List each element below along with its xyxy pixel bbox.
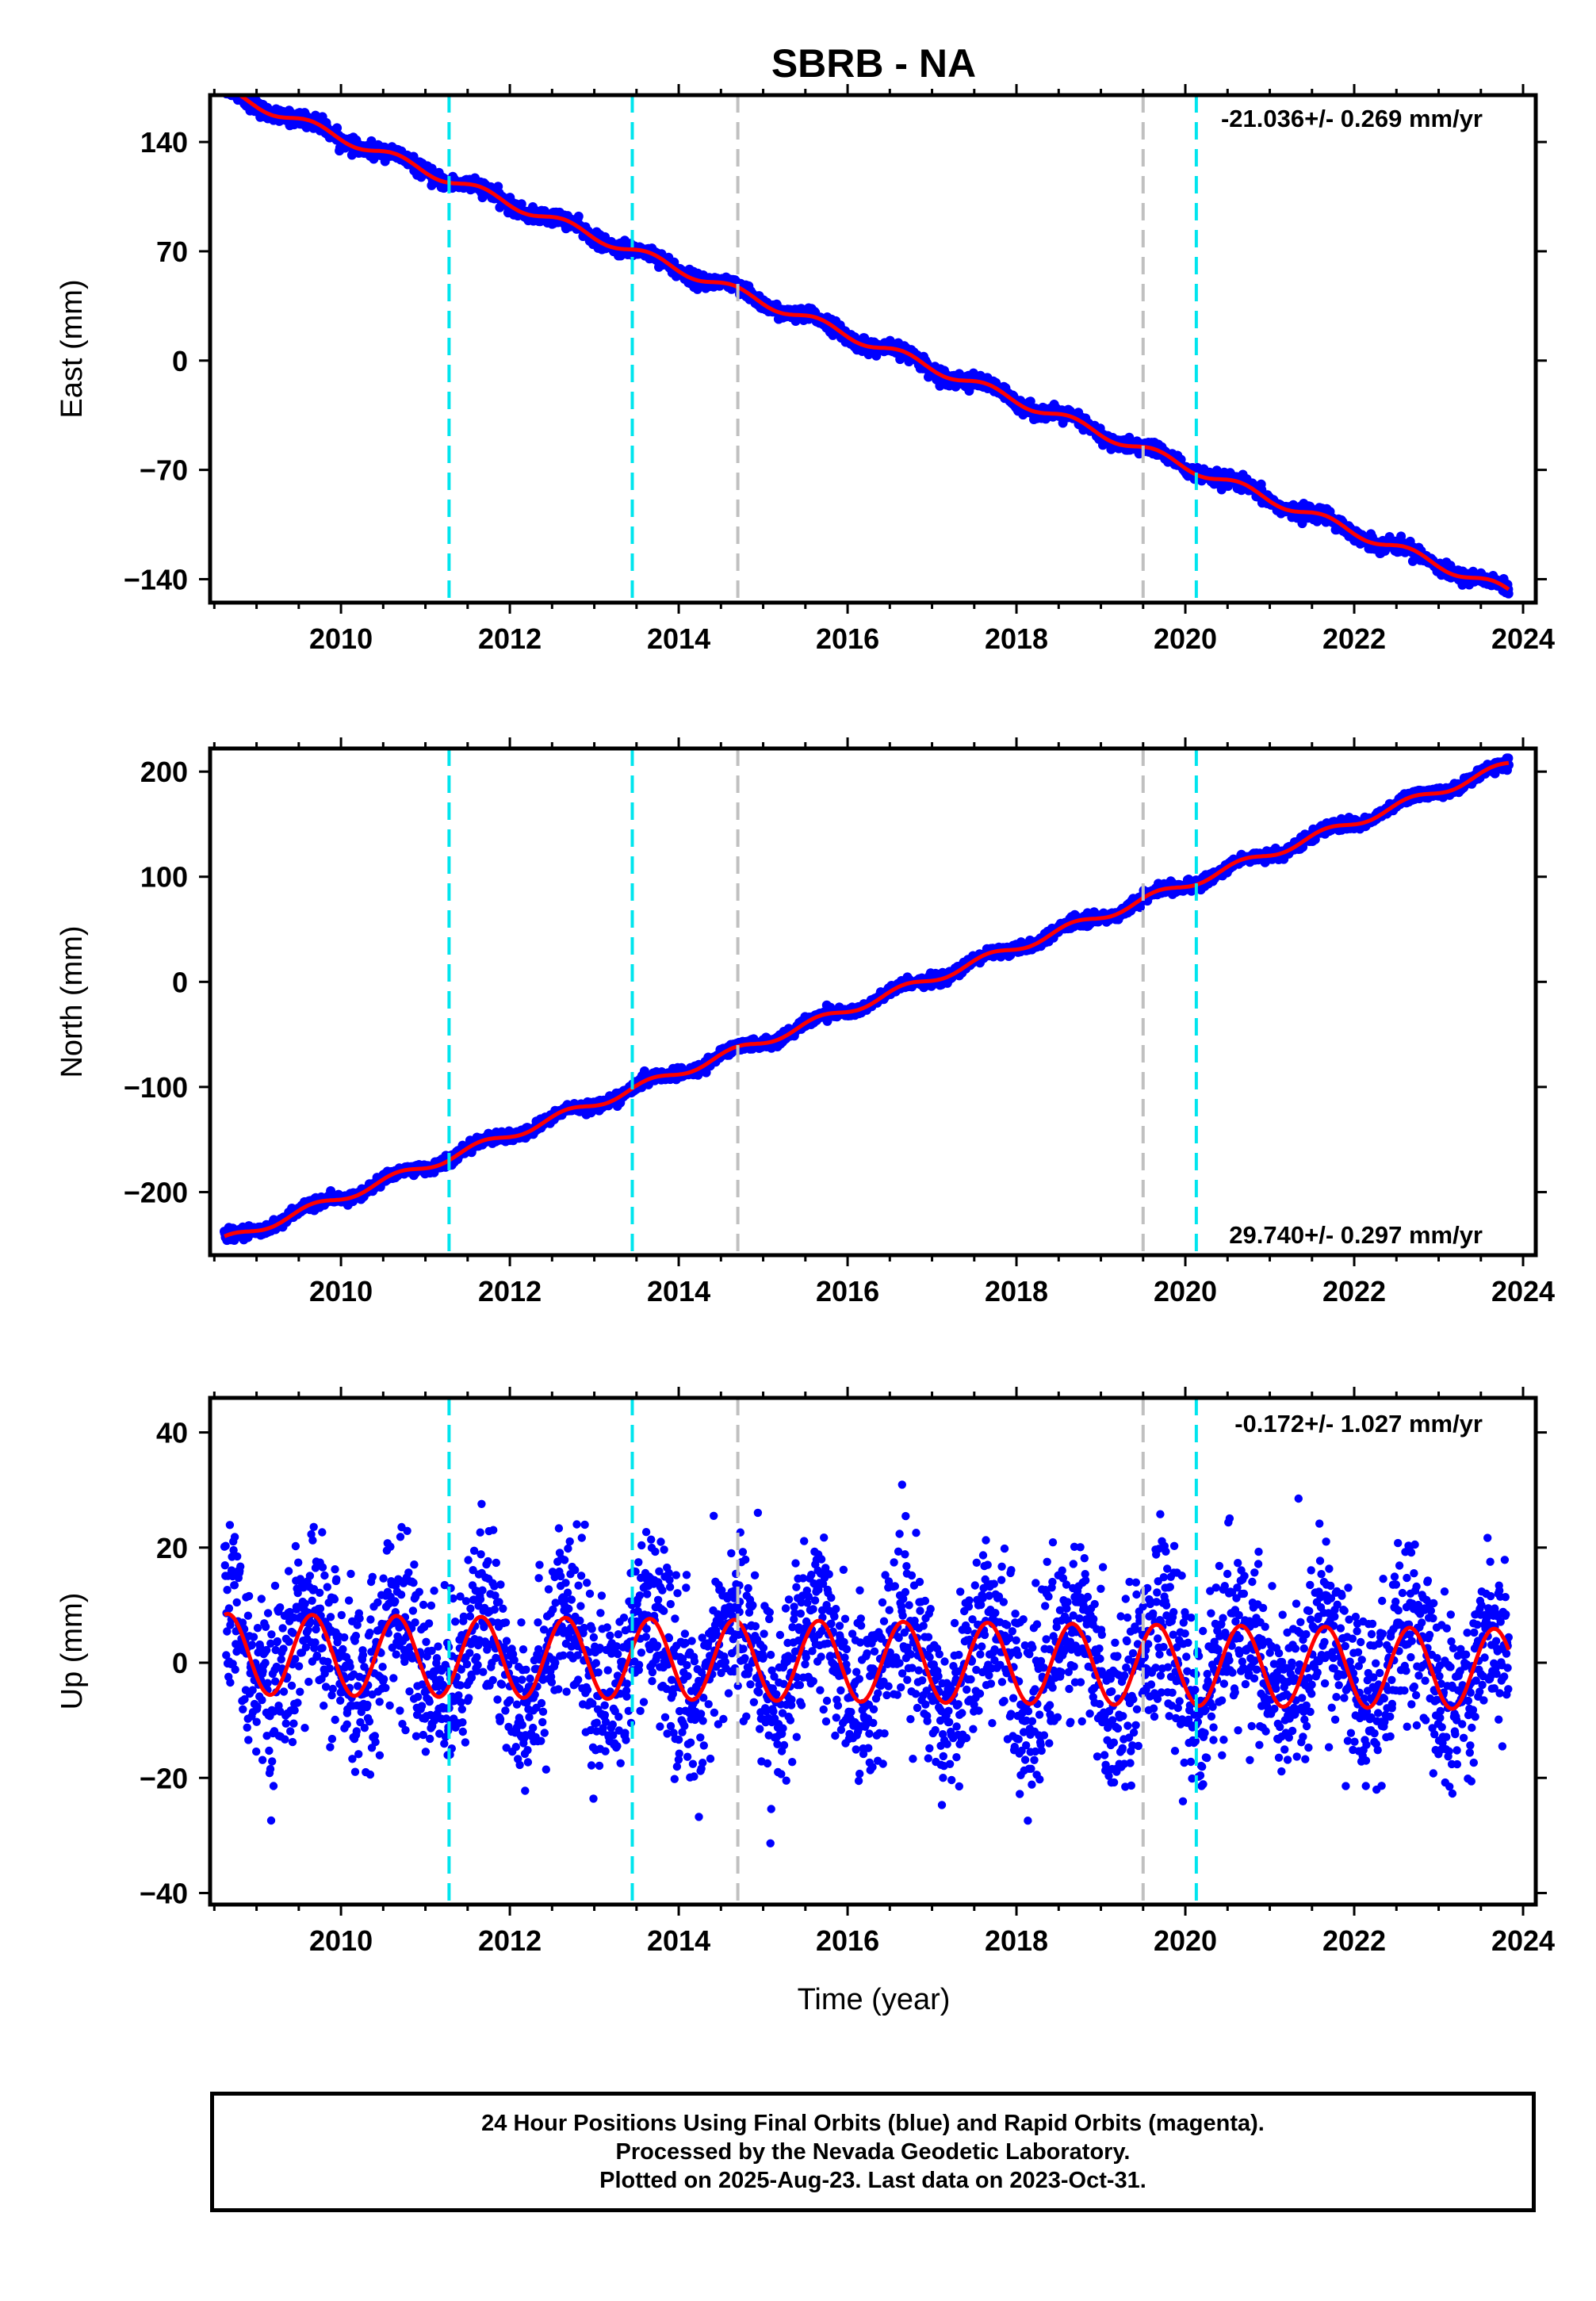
data-point: [332, 123, 343, 133]
data-point: [223, 82, 232, 92]
x-tick-label: 2010: [309, 622, 373, 655]
data-point: [220, 84, 230, 94]
data-points-east: [220, 80, 1514, 599]
chart-title: SBRB - NA: [771, 41, 976, 86]
data-points-north: [220, 753, 1514, 1246]
data-point: [225, 81, 235, 90]
y-tick-label: 140: [140, 126, 188, 159]
y-tick-label: 0: [172, 345, 188, 377]
panel-east: 2010 2012 2014 2016 2018 2020 2022 2024 −140 −70 0…: [55, 80, 1555, 655]
x-tick-label: 2012: [478, 622, 542, 655]
data-point: [228, 83, 237, 93]
x-tick-label: 2014: [647, 622, 710, 655]
data-point: [222, 82, 232, 92]
data-point: [1503, 588, 1514, 599]
x-tick-label: 2024: [1491, 622, 1555, 655]
y-tick-label: −70: [140, 454, 188, 487]
x-tick-label: 2022: [1322, 622, 1386, 655]
x-tick-label: 2020: [1154, 622, 1217, 655]
data-point: [220, 83, 230, 93]
data-point: [229, 82, 239, 92]
panel-north: 2010 2012 2014 2016 2018 2020 2022 2024−200−100…: [55, 737, 1555, 1307]
plot-frame: [208, 93, 1538, 605]
y-tick-label: −140: [124, 563, 188, 595]
data-point: [221, 85, 231, 94]
y-axis-label: East (mm): [55, 279, 89, 418]
data-point: [226, 85, 235, 94]
data-point: [226, 82, 235, 92]
data-point: [516, 199, 526, 209]
x-tick-label: 2018: [985, 622, 1048, 655]
model-curve: [235, 95, 1510, 592]
rate-label: -21.036+/- 0.269 mm/yr: [1221, 105, 1483, 132]
y-tick-label: 70: [156, 235, 188, 268]
x-tick-label: 2016: [816, 622, 879, 655]
data-point: [573, 211, 584, 221]
data-point: [224, 80, 233, 90]
